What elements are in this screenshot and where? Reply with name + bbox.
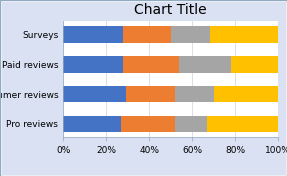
Title: Chart Title: Chart Title [134, 3, 207, 17]
Bar [207, 116, 278, 132]
Bar [63, 86, 126, 102]
Bar [179, 56, 231, 73]
Bar [171, 26, 210, 43]
Bar [126, 86, 175, 102]
Bar [123, 26, 171, 43]
Bar [63, 116, 121, 132]
Bar [231, 56, 278, 73]
Bar [121, 116, 175, 132]
Bar [214, 86, 278, 102]
Bar [175, 86, 214, 102]
Bar [63, 26, 123, 43]
Bar [175, 116, 207, 132]
Bar [63, 56, 123, 73]
Bar [210, 26, 278, 43]
Bar [123, 56, 179, 73]
